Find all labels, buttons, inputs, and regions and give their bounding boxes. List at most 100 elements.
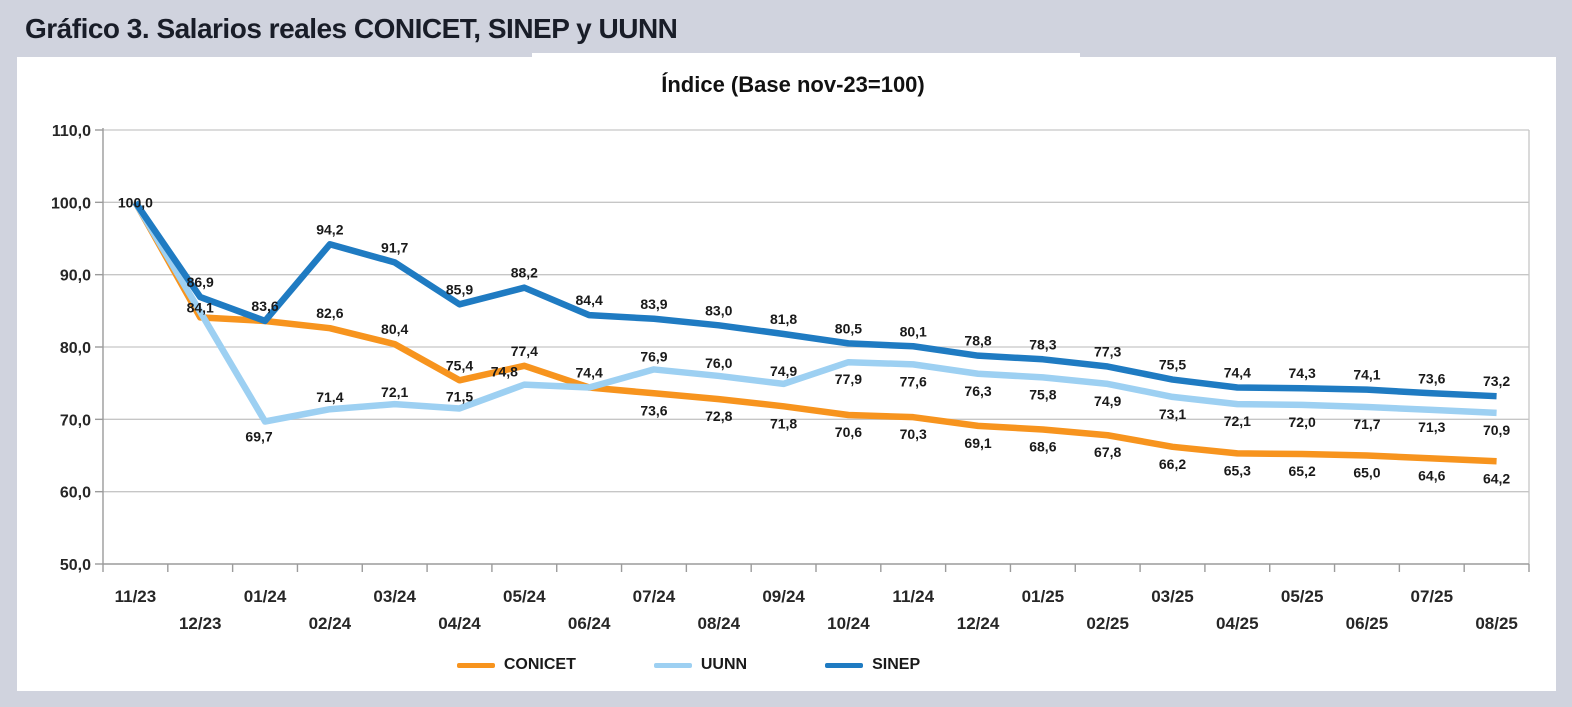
- svg-text:60,0: 60,0: [60, 485, 91, 502]
- svg-text:85,9: 85,9: [446, 281, 473, 297]
- svg-text:77,9: 77,9: [835, 371, 862, 387]
- svg-text:73,6: 73,6: [1418, 370, 1445, 386]
- svg-text:04/24: 04/24: [438, 614, 481, 633]
- svg-text:50,0: 50,0: [60, 557, 91, 574]
- legend-label-uunn: UUNN: [700, 656, 748, 673]
- svg-text:69,1: 69,1: [964, 435, 991, 451]
- svg-text:07/24: 07/24: [633, 587, 676, 606]
- svg-text:12/23: 12/23: [179, 614, 222, 633]
- svg-text:66,2: 66,2: [1159, 456, 1186, 472]
- svg-text:76,0: 76,0: [705, 355, 732, 371]
- svg-text:90,0: 90,0: [60, 268, 91, 285]
- svg-text:74,8: 74,8: [491, 364, 518, 380]
- svg-text:09/24: 09/24: [762, 587, 805, 606]
- svg-text:64,6: 64,6: [1418, 467, 1445, 483]
- svg-text:75,4: 75,4: [446, 357, 473, 373]
- svg-text:02/25: 02/25: [1086, 614, 1129, 633]
- svg-text:80,5: 80,5: [835, 320, 862, 336]
- svg-text:83,0: 83,0: [705, 302, 732, 318]
- uunn-line-swatch-icon: [653, 662, 692, 668]
- svg-text:77,3: 77,3: [1094, 344, 1121, 360]
- svg-text:72,1: 72,1: [381, 384, 408, 400]
- svg-text:76,3: 76,3: [964, 383, 991, 399]
- legend-label-sinep: SINEP: [872, 656, 921, 673]
- svg-text:05/25: 05/25: [1281, 587, 1324, 606]
- svg-text:01/24: 01/24: [244, 587, 287, 606]
- svg-text:12/24: 12/24: [957, 614, 1000, 633]
- chart-panel: [17, 57, 1556, 691]
- svg-text:82,6: 82,6: [316, 305, 343, 321]
- svg-text:01/25: 01/25: [1022, 587, 1065, 606]
- svg-text:71,3: 71,3: [1418, 419, 1445, 435]
- svg-text:70,9: 70,9: [1483, 422, 1510, 438]
- svg-text:84,4: 84,4: [576, 292, 603, 308]
- svg-text:76,9: 76,9: [640, 348, 667, 364]
- svg-text:78,8: 78,8: [964, 333, 991, 349]
- chart-title: Índice (Base nov-23=100): [661, 72, 925, 97]
- svg-text:83,9: 83,9: [640, 296, 667, 312]
- svg-text:81,8: 81,8: [770, 311, 797, 327]
- svg-text:75,8: 75,8: [1029, 386, 1056, 402]
- svg-text:03/25: 03/25: [1151, 587, 1194, 606]
- legend-item-sinep: SINEP: [825, 656, 920, 674]
- svg-text:80,0: 80,0: [60, 340, 91, 357]
- svg-text:84,1: 84,1: [187, 299, 214, 315]
- svg-text:74,9: 74,9: [1094, 393, 1121, 409]
- svg-text:64,2: 64,2: [1483, 470, 1510, 486]
- svg-text:78,3: 78,3: [1029, 336, 1056, 352]
- svg-text:73,1: 73,1: [1159, 406, 1186, 422]
- svg-text:06/25: 06/25: [1346, 614, 1389, 633]
- svg-text:110,0: 110,0: [52, 123, 91, 140]
- svg-text:100,0: 100,0: [118, 194, 153, 210]
- report-title: Gráfico 3. Salarios reales CONICET, SINE…: [25, 13, 678, 44]
- svg-text:70,6: 70,6: [835, 424, 862, 440]
- sinep-line-swatch-icon: [825, 662, 864, 668]
- svg-text:67,8: 67,8: [1094, 444, 1121, 460]
- svg-text:72,1: 72,1: [1224, 413, 1251, 429]
- svg-text:73,6: 73,6: [640, 402, 667, 418]
- svg-text:71,4: 71,4: [316, 389, 343, 405]
- svg-text:10/24: 10/24: [827, 614, 870, 633]
- svg-text:74,3: 74,3: [1289, 365, 1316, 381]
- svg-text:100,0: 100,0: [51, 195, 91, 212]
- svg-text:80,1: 80,1: [900, 323, 927, 339]
- svg-text:91,7: 91,7: [381, 239, 408, 255]
- svg-text:08/25: 08/25: [1475, 614, 1518, 633]
- svg-text:70,0: 70,0: [60, 412, 91, 429]
- svg-text:65,2: 65,2: [1289, 463, 1316, 479]
- svg-text:02/24: 02/24: [309, 614, 352, 633]
- svg-text:65,3: 65,3: [1224, 462, 1251, 478]
- svg-text:72,0: 72,0: [1289, 414, 1316, 430]
- conicet-line-swatch-icon: [456, 662, 495, 668]
- svg-text:71,8: 71,8: [770, 415, 797, 431]
- svg-text:65,0: 65,0: [1353, 465, 1380, 481]
- svg-text:94,2: 94,2: [316, 221, 343, 237]
- chart-legend: CONICET UUNN SINEP: [0, 656, 1377, 674]
- svg-text:07/25: 07/25: [1410, 587, 1453, 606]
- svg-text:88,2: 88,2: [511, 265, 538, 281]
- svg-text:04/25: 04/25: [1216, 614, 1259, 633]
- svg-text:11/23: 11/23: [115, 587, 157, 606]
- legend-label-conicet: CONICET: [503, 656, 576, 673]
- legend-item-conicet: CONICET: [456, 656, 576, 674]
- svg-text:69,7: 69,7: [245, 429, 272, 445]
- chart-title-box: [532, 53, 1080, 65]
- svg-text:74,1: 74,1: [1353, 367, 1380, 383]
- legend-item-uunn: UUNN: [653, 656, 748, 674]
- svg-text:03/24: 03/24: [373, 587, 416, 606]
- svg-text:75,5: 75,5: [1159, 357, 1186, 373]
- svg-text:71,5: 71,5: [446, 388, 473, 404]
- svg-text:73,2: 73,2: [1483, 373, 1510, 389]
- svg-text:70,3: 70,3: [900, 426, 927, 442]
- svg-text:71,7: 71,7: [1353, 416, 1380, 432]
- svg-text:06/24: 06/24: [568, 614, 611, 633]
- svg-text:11/24: 11/24: [892, 587, 934, 606]
- svg-text:80,4: 80,4: [381, 321, 408, 337]
- svg-text:74,4: 74,4: [1224, 365, 1251, 381]
- svg-text:08/24: 08/24: [697, 614, 740, 633]
- svg-text:86,9: 86,9: [187, 274, 214, 290]
- svg-text:72,8: 72,8: [705, 408, 732, 424]
- svg-text:68,6: 68,6: [1029, 438, 1056, 454]
